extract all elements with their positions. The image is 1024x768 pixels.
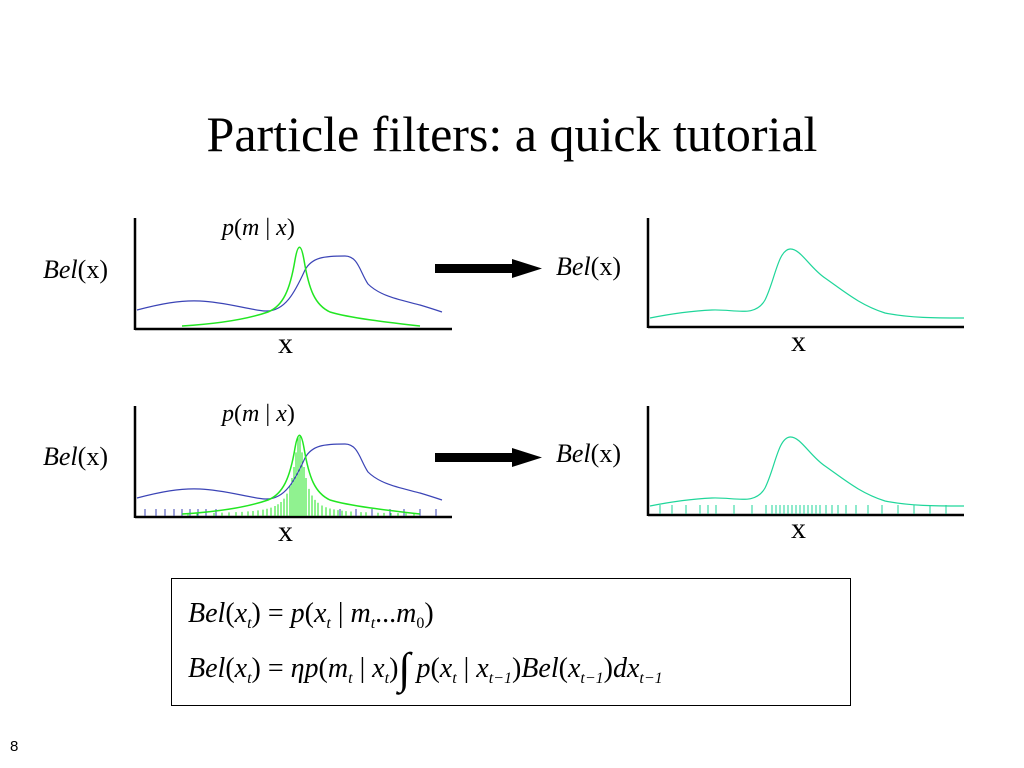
panel-prior-likelihood-top	[133, 218, 452, 331]
formula-belief-definition: Bel(xt) = p(xt | mt...m0)	[188, 598, 434, 632]
bel-label-bottom-left: Bel(x)	[43, 442, 108, 471]
likelihood-label-top: p(m | x)	[220, 215, 295, 241]
slide-number: 8	[10, 738, 19, 755]
panel-posterior-top	[646, 218, 965, 329]
arrow-top	[435, 259, 542, 278]
prior-curve	[136, 255, 443, 313]
formula-recursive-update: Bel(xt) = ηp(mt | xt)∫ p(xt | xt−1)Bel(xt…	[188, 644, 663, 695]
likelihood-curve	[181, 246, 421, 327]
resampled-particles	[659, 505, 947, 514]
likelihood-curve	[181, 434, 421, 515]
bel-label-top-left: Bel(x)	[43, 255, 108, 284]
x-axis-label-top-left: x	[278, 327, 293, 360]
x-axis-label-bottom-left: x	[278, 515, 293, 548]
likelihood-label-bottom: p(m | x)	[220, 401, 295, 427]
prior-particles	[144, 509, 437, 516]
x-axis-label-top-right: x	[791, 325, 806, 358]
arrow-bottom	[435, 448, 542, 467]
slide-title: Particle filters: a quick tutorial	[206, 106, 818, 162]
x-axis-label-bottom-right: x	[791, 512, 806, 545]
panel-posterior-bottom	[646, 406, 965, 517]
posterior-curve	[649, 436, 965, 507]
weighted-particles	[187, 436, 415, 516]
bel-label-bottom-right: Bel(x)	[556, 439, 621, 468]
formula-box	[171, 578, 851, 706]
panel-prior-likelihood-bottom	[133, 406, 452, 519]
bel-label-top-right: Bel(x)	[556, 252, 621, 281]
prior-curve	[136, 443, 443, 501]
posterior-curve	[649, 248, 965, 319]
